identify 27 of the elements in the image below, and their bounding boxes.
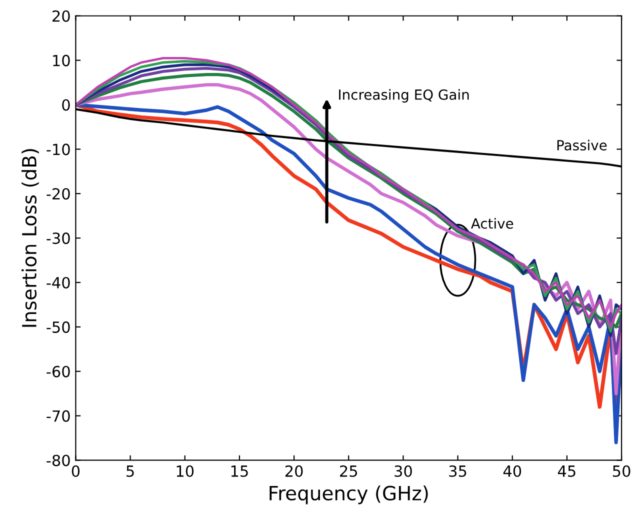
y-tick-label: 0 [62, 99, 70, 111]
legend-label: Passive [557, 140, 607, 150]
y-tick-label: 10 [53, 54, 70, 66]
x-tick-label: 50 [612, 465, 630, 477]
x-tick-label: 25 [340, 465, 358, 477]
y-tick-label: -60 [46, 366, 70, 378]
y-tick-label: -80 [46, 454, 70, 466]
x-tick-label: 30 [394, 465, 412, 477]
y-tick-label: 20 [52, 10, 70, 22]
x-tick-label: 40 [503, 465, 522, 477]
y-tick-label: -20 [46, 188, 70, 200]
x-axis-title: Frequency (GHz) [270, 485, 428, 504]
y-tick-label: -30 [46, 232, 70, 244]
y-tick-label: -50 [46, 321, 70, 333]
annotation: Increasing EQ Gain [339, 89, 469, 103]
x-tick-label: 5 [126, 466, 134, 477]
x-tick-label: 20 [285, 465, 303, 477]
y-tick-label: -70 [46, 410, 70, 422]
x-tick-label: 35 [449, 465, 466, 477]
x-tick-label: 10 [176, 465, 194, 477]
y-axis-title: Insertion Loss (dB) [22, 149, 39, 327]
y-tick-label: -40 [46, 276, 70, 289]
y-tick-label: -10 [46, 144, 70, 156]
x-tick-label: 0 [72, 465, 80, 477]
x-tick-label: 45 [558, 466, 576, 477]
annotation: Active [471, 218, 514, 229]
x-tick-label: 15 [231, 466, 248, 477]
